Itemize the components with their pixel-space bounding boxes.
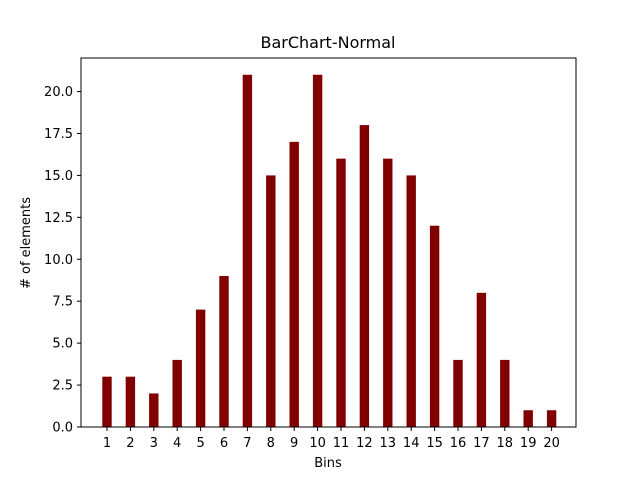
x-tick-label: 12 xyxy=(356,436,373,451)
x-tick-label: 4 xyxy=(173,436,181,451)
x-axis-ticks: 1 2 3 4 5 6 7 8 9 10 11 12 13 14 15 16 17 18 19 20 xyxy=(103,427,560,451)
y-axis-ticks: 0.0 2.5 5.0 7.5 10.0 12.5 15.0 17.5 20.0 xyxy=(44,85,81,436)
chart-title: BarChart-Normal xyxy=(261,33,396,52)
bar-10 xyxy=(312,74,323,428)
y-tick-label: 20.0 xyxy=(44,85,73,100)
x-tick-label: 16 xyxy=(450,436,467,451)
x-tick-label: 20 xyxy=(543,436,560,451)
bar-3 xyxy=(149,393,159,427)
x-tick-label: 9 xyxy=(290,436,298,451)
bar-8 xyxy=(266,175,276,427)
bar-17 xyxy=(476,292,487,427)
y-tick-label: 12.5 xyxy=(44,211,73,226)
x-tick-label: 1 xyxy=(103,436,111,451)
bar-15 xyxy=(429,225,440,427)
x-tick-label: 11 xyxy=(333,436,350,451)
x-tick-label: 14 xyxy=(403,436,420,451)
bar-4 xyxy=(172,359,182,427)
bar-12 xyxy=(359,125,370,427)
bar-11 xyxy=(336,158,346,427)
bar-6 xyxy=(219,276,229,427)
x-tick-label: 10 xyxy=(309,436,326,451)
plot-frame xyxy=(80,57,577,428)
y-axis-label: # of elements xyxy=(19,197,34,289)
bar-19 xyxy=(523,410,533,427)
bar-14 xyxy=(406,175,416,427)
y-tick-label: 5.0 xyxy=(52,337,73,352)
bar-16 xyxy=(453,359,463,427)
y-tick-label: 15.0 xyxy=(44,169,73,184)
y-tick-label: 2.5 xyxy=(52,379,73,394)
x-tick-label: 18 xyxy=(497,436,514,451)
bar-7 xyxy=(242,74,253,428)
x-tick-label: 13 xyxy=(380,436,397,451)
y-tick-label: 7.5 xyxy=(52,295,73,310)
x-tick-label: 3 xyxy=(150,436,158,451)
bars-group xyxy=(102,74,557,428)
bar-13 xyxy=(383,158,393,427)
x-tick-label: 15 xyxy=(426,436,443,451)
x-tick-label: 6 xyxy=(220,436,228,451)
x-tick-label: 8 xyxy=(267,436,275,451)
bar-18 xyxy=(500,359,510,427)
x-tick-label: 2 xyxy=(126,436,134,451)
x-tick-label: 17 xyxy=(473,436,490,451)
bar-5 xyxy=(195,309,206,427)
y-tick-label: 17.5 xyxy=(44,127,73,142)
x-axis-label: Bins xyxy=(314,456,342,471)
bar-9 xyxy=(289,141,299,428)
x-tick-label: 7 xyxy=(243,436,251,451)
y-tick-label: 0.0 xyxy=(52,421,73,436)
bar-1 xyxy=(102,376,112,427)
x-tick-label: 19 xyxy=(520,436,537,451)
bar-20 xyxy=(546,410,557,427)
x-tick-label: 5 xyxy=(196,436,204,451)
y-tick-label: 10.0 xyxy=(44,253,73,268)
bar-2 xyxy=(125,376,136,427)
